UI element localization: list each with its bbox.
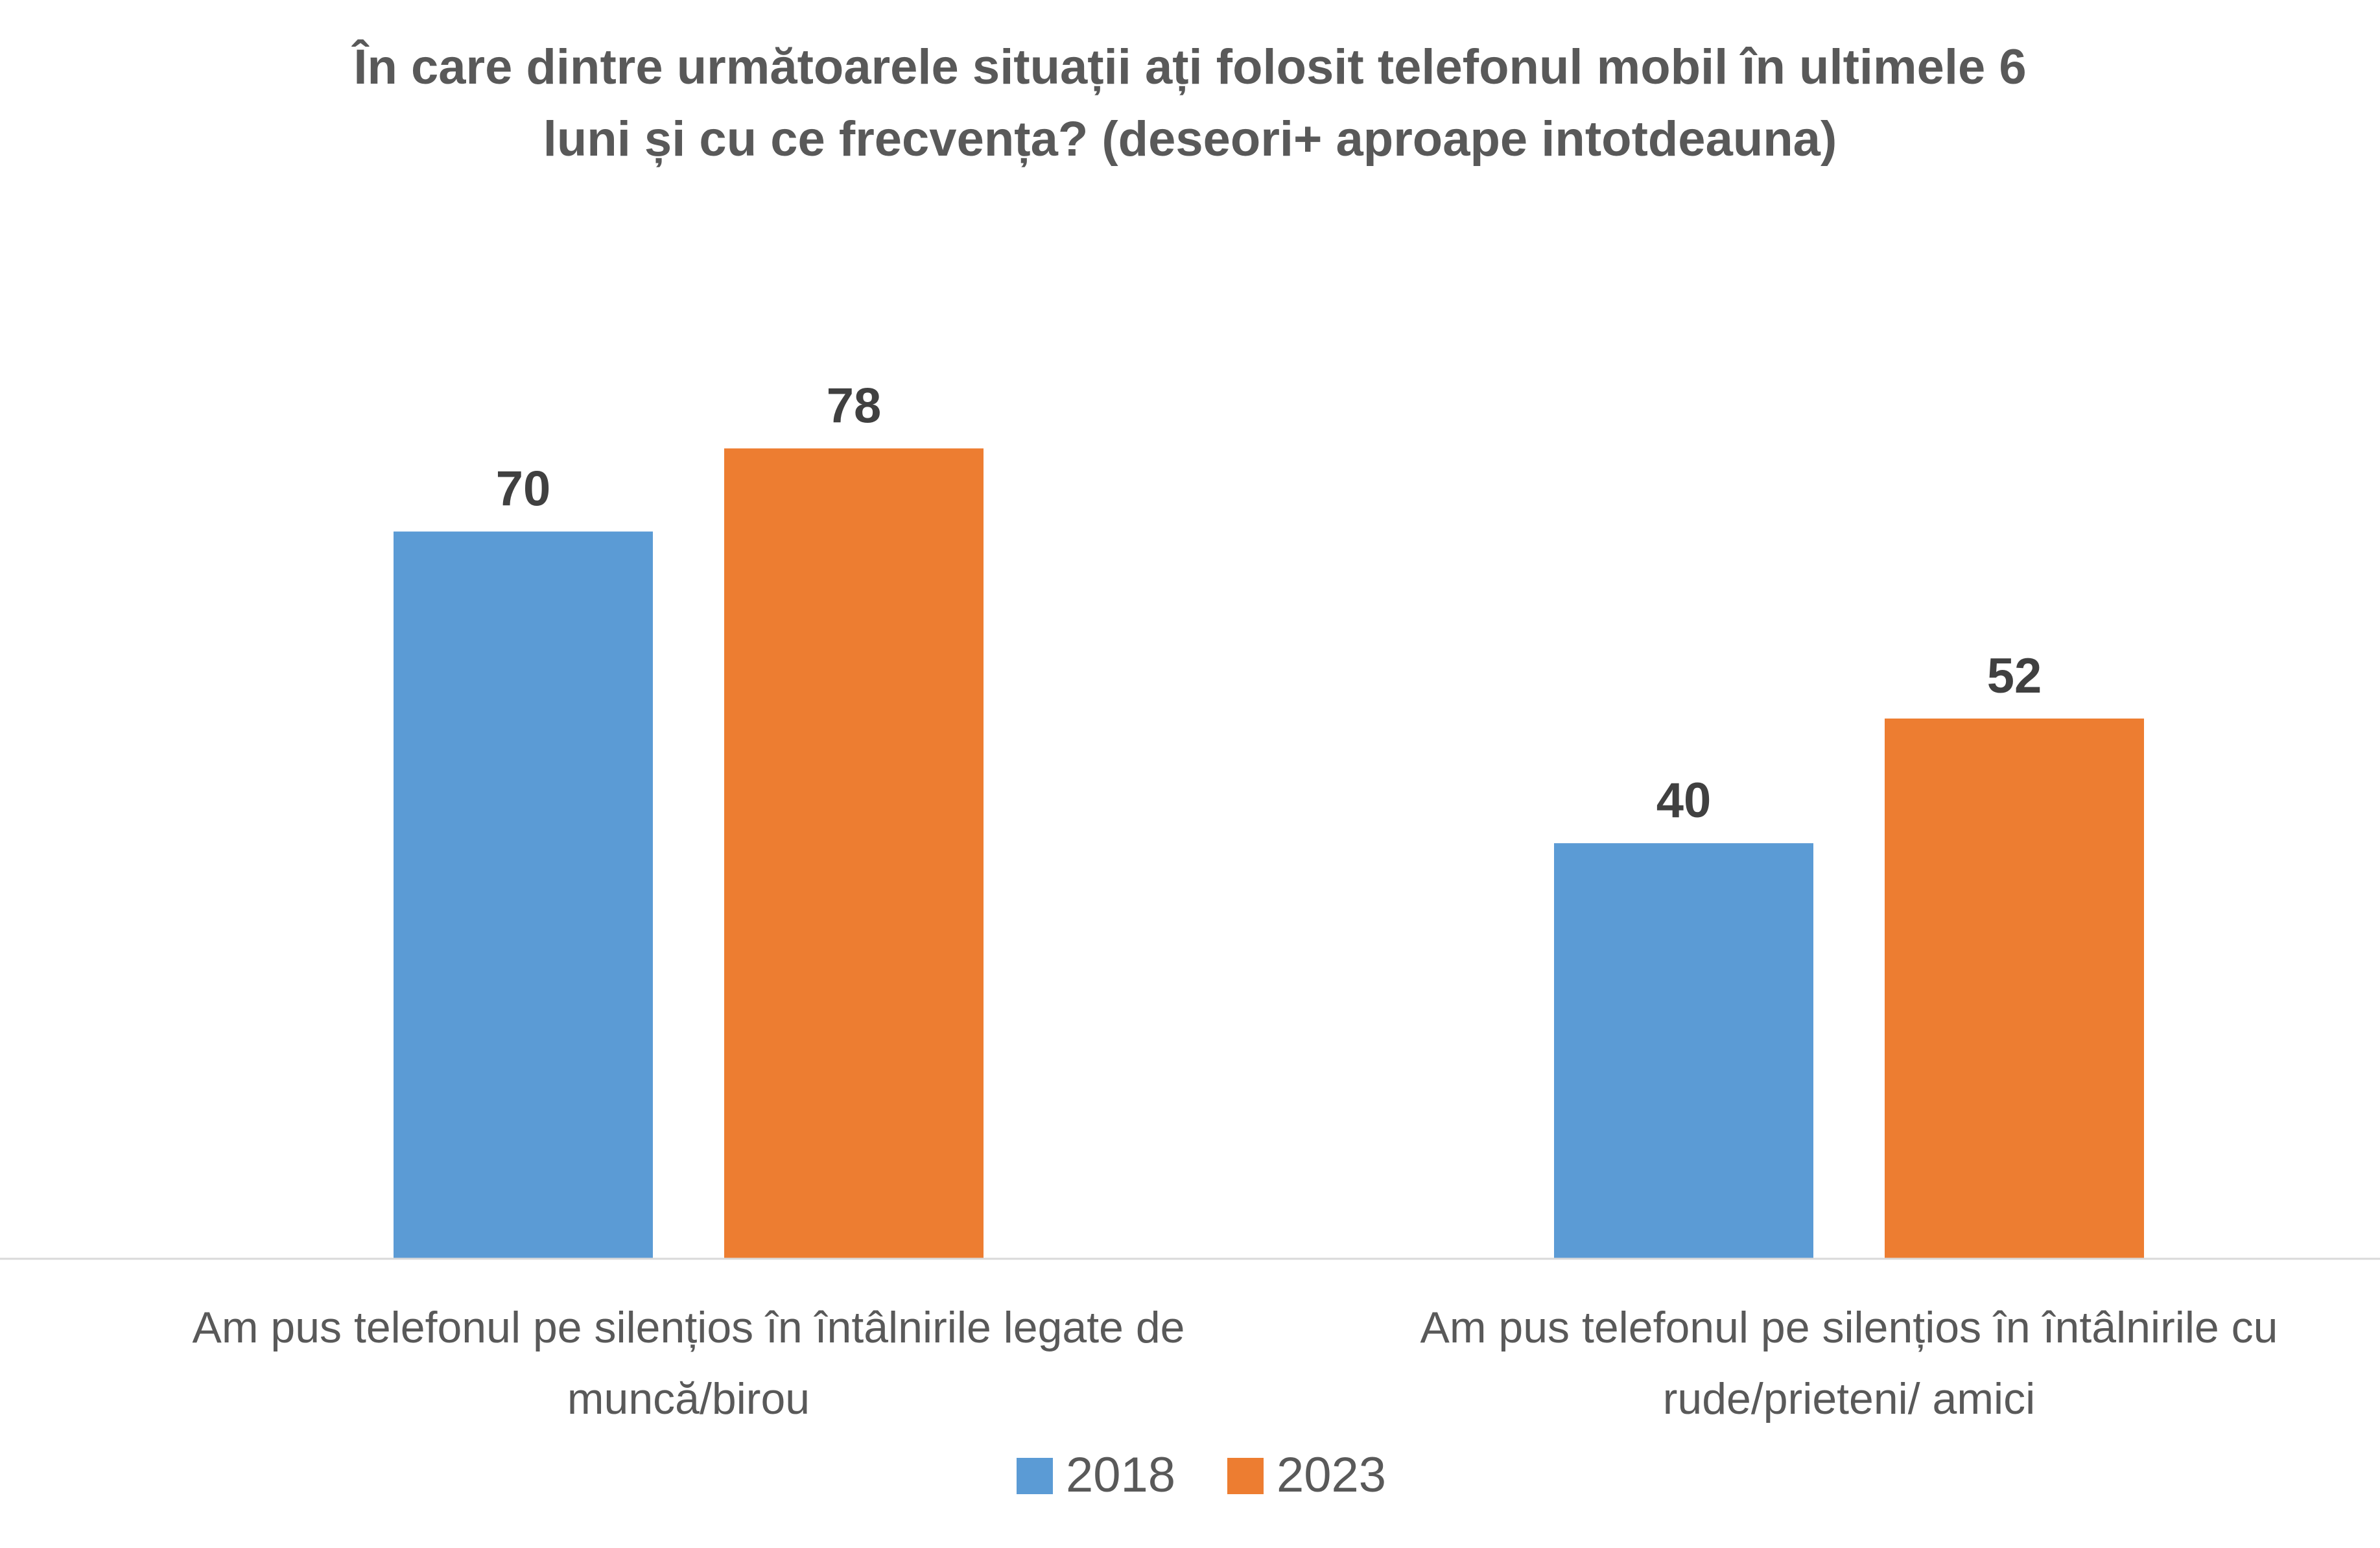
legend-label-2023: 2023 <box>1277 1447 1386 1503</box>
category-label-1-line-1: Am pus telefonul pe silențios în întâlni… <box>193 1303 1185 1352</box>
chart-title: În care dintre următoarele situații ați … <box>194 31 2186 175</box>
chart-title-line-2: luni și cu ce frecvența? (deseori+ aproa… <box>543 112 1837 167</box>
bar-2023-category-1 <box>724 448 984 1259</box>
category-label-1-line-2: muncă/birou <box>567 1374 810 1423</box>
bar-2023-category-2 <box>1885 718 2144 1259</box>
bar-2018-category-1 <box>394 531 653 1259</box>
data-label-2018-category-1: 70 <box>496 462 551 517</box>
legend-swatch-2023 <box>1227 1458 1264 1494</box>
data-label-2023-category-2: 52 <box>1987 649 2042 704</box>
category-label-2-line-2: rude/prieteni/ amici <box>1663 1374 2035 1423</box>
category-label-2-line-1: Am pus telefonul pe silențios în întâlni… <box>1420 1303 2278 1352</box>
chart-title-line-1: În care dintre următoarele situații ați … <box>353 40 2027 95</box>
legend-swatch-2018 <box>1017 1458 1053 1494</box>
data-label-2023-category-1: 78 <box>827 378 882 433</box>
bar-2018-category-2 <box>1554 843 1813 1259</box>
legend-label-2018: 2018 <box>1066 1447 1175 1503</box>
data-label-2018-category-2: 40 <box>1656 773 1712 828</box>
